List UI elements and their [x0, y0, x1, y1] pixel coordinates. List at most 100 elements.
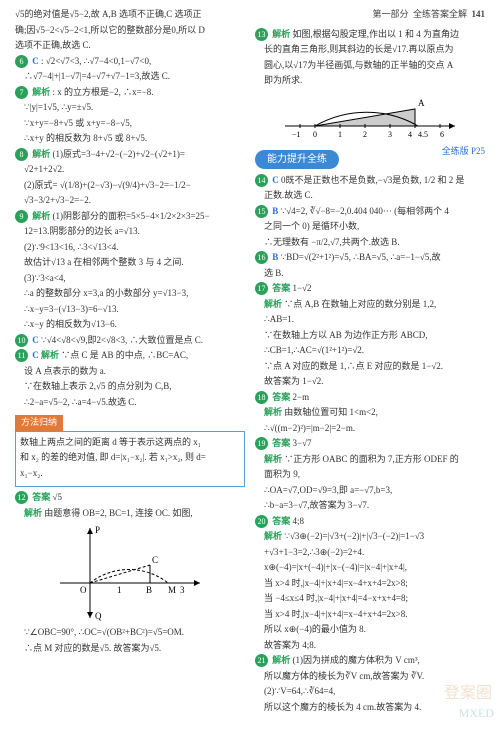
problem-13: 13 解析 如图,根据勾股定理,作出以 1 和 4 为直角边: [255, 28, 485, 42]
text: (2)原式= √(1/8)+(2−√3)−√(9/4)+√3−2=−1/2−: [15, 179, 245, 193]
text: ∵√4<√8<√9,即2<√8<3, ∴大致位置是点 C.: [41, 335, 203, 345]
figure-12: P Q O B C M 1 3: [50, 523, 210, 623]
num-badge: 19: [255, 437, 268, 450]
text: ∴b−a=3−√7,故答案为 3−√7.: [255, 499, 485, 513]
problem-11: 11 C 解析 ∵点 C 是 AB 的中点, ∴BC=AC,: [15, 349, 245, 363]
text: +√3+1−3=2,∴3⊕(−2)=2+4.: [255, 546, 485, 560]
left-column: √5的绝对值是√5−2,故 A,B 选项不正确,C 选项正 确;因√5−2<√5…: [10, 8, 250, 722]
num-badge: 13: [255, 28, 268, 41]
text: 正数.故选 C.: [255, 189, 485, 203]
num-badge: 21: [255, 654, 268, 667]
method-header: 方法归纳: [15, 415, 63, 431]
problem-14: 14 C 0既不是正数也不是负数,−√3是负数, 1/2 和 2 是: [255, 174, 485, 188]
keyword: 解析: [264, 531, 282, 541]
keyword: 解析: [264, 454, 282, 464]
problem-12: 12 答案 √5: [15, 491, 245, 505]
text: ∴CB=1,∴AC=√(1²+1²)=√2.: [255, 344, 485, 358]
svg-text:P: P: [95, 525, 100, 535]
svg-text:3: 3: [388, 130, 392, 139]
svg-text:−1: −1: [292, 130, 301, 139]
keyword: 解析: [264, 299, 282, 309]
svg-text:6: 6: [440, 130, 444, 139]
text: ∴a 的整数部分 x=3,a 的小数部分 y=√13−3,: [15, 287, 245, 301]
num-badge: 9: [15, 210, 28, 223]
text: ∵x+y=−8+√5 或 x+y=−8−√5,: [15, 117, 245, 131]
section-ref: 全练版 P25: [442, 145, 485, 159]
svg-text:A: A: [418, 98, 425, 108]
num-badge: 16: [255, 251, 268, 264]
answer-letter: B: [272, 252, 278, 262]
num-badge: 14: [255, 174, 268, 187]
svg-text:1: 1: [338, 130, 342, 139]
svg-text:4: 4: [408, 130, 412, 139]
keyword: 解析: [41, 350, 59, 360]
num-badge: 18: [255, 391, 268, 404]
right-column: 第一部分 全练答案全解 141 13 解析 如图,根据勾股定理,作出以 1 和 …: [250, 8, 490, 722]
text: (1)阴影部分的面积=5×5−4×1/2×2×3=25−: [53, 211, 210, 221]
text: ∵点 A,B 在数轴上对应的数分别是 1,2,: [284, 299, 436, 309]
text: : √2<√7<3, ∴√7−4<0,1−√7<0,: [41, 56, 151, 66]
text: ∵BD=√(2²+1²)=√5, ∴BA=√5, ∴a=−1−√5,故: [281, 252, 441, 262]
keyword: 答案: [272, 283, 290, 293]
section-pill: 能力提升全练: [255, 150, 339, 169]
text: ∵√3⊕(−2)=|√3+(−2)|+|√3−(−2)|=1−√3: [284, 531, 424, 541]
problem-21: 21 解析 (1)因为拼成的魔方体积为 V cm³,: [255, 654, 485, 668]
keyword: 解析: [272, 655, 290, 665]
text: 所以魔方体的棱长为∛V cm,故答案为 ∛V.: [255, 670, 485, 684]
text: ∴x+y 的相反数为 8+√5 或 8+√5.: [15, 132, 245, 146]
answer-letter: B: [272, 206, 278, 216]
text: x⊕(−4)=|x+(−4)|+|x−(−4)|=|x−4|+|x+4|,: [255, 561, 485, 575]
text: x₁−x₂.: [20, 467, 240, 481]
num-badge: 11: [15, 349, 28, 362]
svg-text:M: M: [168, 585, 176, 595]
svg-text:C: C: [152, 555, 158, 565]
text: ∴√((m−2)²)=|m−2|=2−m.: [255, 422, 485, 436]
num-badge: 8: [15, 148, 28, 161]
text: 选 B.: [255, 267, 485, 281]
num-badge: 6: [15, 55, 28, 68]
text: 1−√2: [293, 283, 312, 293]
answer-letter: C: [32, 350, 39, 360]
text: 选项不正确,故选 C.: [15, 39, 245, 53]
text: √2+1+2√2.: [15, 163, 245, 177]
problem-17: 17 答案 1−√2: [255, 282, 485, 296]
svg-text:Q: Q: [95, 611, 102, 621]
text: 当 x>4 时,|x−4|+|x+4|=x−4+x+4=2x>8.: [255, 608, 485, 622]
text: 故估计√13 a 在相邻两个整数 3 与 4 之间.: [15, 256, 245, 270]
svg-text:0: 0: [313, 130, 317, 139]
answer-letter: C: [272, 175, 279, 185]
text: √5: [53, 492, 62, 502]
keyword: 解析: [32, 149, 50, 159]
text: (1)原式=3−4+√2−(−2)+√2−(√2+1)=: [53, 149, 185, 159]
text: 和 x₂ 的差的绝对值, 即 d=|x₁−x₂|. 若 x₁>x₂, 则 d=: [20, 451, 240, 465]
text: 所以 x⊕(−4)的最小值为 8.: [255, 623, 485, 637]
problem-18: 18 答案 2−m: [255, 391, 485, 405]
text: 0既不是正数也不是负数,−√3是负数, 1/2 和 2 是: [281, 175, 465, 185]
text: 设 A 点表示的数为 a.: [15, 365, 245, 379]
text: 3−√7: [293, 438, 312, 448]
page-header: 第一部分 全练答案全解 141: [255, 8, 485, 22]
text: ∵在数轴上表示 2,√5 的点分别为 C,B,: [15, 380, 245, 394]
num-badge: 20: [255, 515, 268, 528]
text: 之同一个 0) 是循环小数,: [255, 220, 485, 234]
keyword: 解析: [264, 407, 282, 417]
problem-7: 7 解析 : x 的立方根是−2, ∴x=−8.: [15, 86, 245, 100]
text: ∵|y|=1√5, ∴y=±√5.: [15, 101, 245, 115]
text: 2−m: [293, 392, 310, 402]
text: (1)因为拼成的魔方体积为 V cm³,: [293, 655, 420, 665]
text: 4;8: [293, 516, 305, 526]
keyword: 解析: [32, 87, 50, 97]
text: 当 x>4 时,|x−4|+|x+4|=x−4+x+4=2x>8;: [255, 577, 485, 591]
num-badge: 7: [15, 86, 28, 99]
text: 所以这个魔方的棱长为 4 cm.故答案为 4.: [255, 701, 485, 715]
problem-8: 8 解析 (1)原式=3−4+√2−(−2)+√2−(√2+1)=: [15, 148, 245, 162]
text: √5的绝对值是√5−2,故 A,B 选项不正确,C 选项正: [15, 8, 245, 22]
text: 圆心,以√17为半径画弧,与数轴的正半轴的交点 A: [255, 59, 485, 73]
text: (3)∵3<a<4,: [15, 272, 245, 286]
text: ∴OA=√7,OD=√9=3,即 a=−√7,b=3,: [255, 484, 485, 498]
keyword: 答案: [272, 438, 290, 448]
text: 由数轴位置可知 1<m<2,: [284, 407, 378, 417]
text: ∵√4=2, ∛√−8=−2,0.404 040··· (每相邻两个 4: [281, 206, 449, 216]
title-label: 全练答案全解: [413, 9, 467, 19]
svg-text:B: B: [146, 585, 152, 595]
